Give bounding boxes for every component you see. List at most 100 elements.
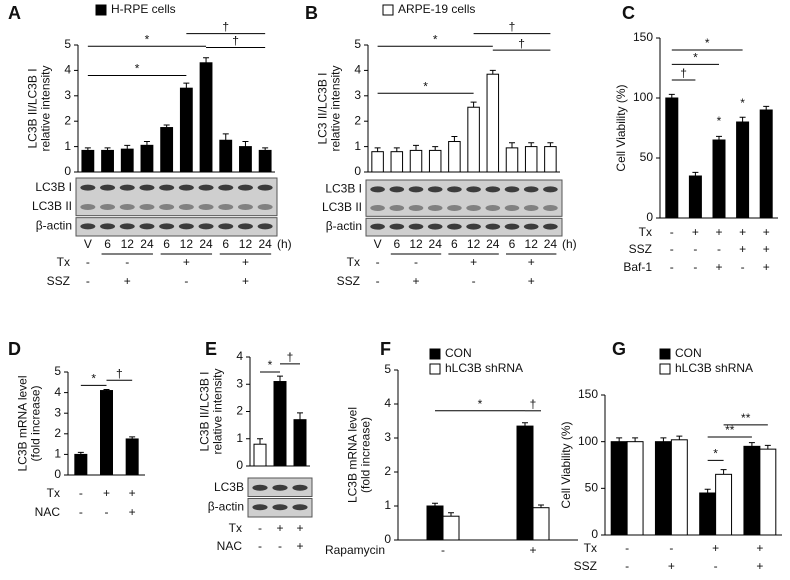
condition-value: + [296,539,303,553]
condition-value: - [714,559,718,573]
blot-band [178,184,194,191]
blot-band [139,223,155,230]
bar [532,507,550,541]
condition-value: + [183,255,190,269]
x-unit: (h) [562,237,577,251]
x-tick-label: 12 [121,237,135,251]
bar [100,390,113,476]
x-tick-label: 24 [140,237,154,251]
blot-label: β-actin [326,219,362,233]
blot-band [523,205,539,211]
significance-mark: † [680,66,687,80]
error-bar [104,147,111,151]
blot-band [427,186,443,193]
error-bar [616,437,623,442]
x-tick-label: 6 [509,237,516,251]
condition-label: Tx [229,521,242,535]
error-bar [432,146,439,151]
bar [179,87,193,173]
blot-band [80,204,96,210]
bar [426,505,444,541]
condition-value: - [741,260,745,274]
error-bar [739,116,746,122]
condition-value: - [693,260,697,274]
x-tick-label: + [529,543,536,557]
x-tick-label: 6 [163,237,170,251]
y-tick-label: 1 [64,139,71,153]
y-tick-label: 2 [384,464,391,478]
condition-label: SSZ [629,242,652,256]
bar [160,127,174,173]
condition-value: - [693,242,697,256]
condition-label: Tx [584,541,597,555]
condition-value: - [376,255,380,269]
condition-value: - [79,505,83,519]
error-bar [668,93,675,98]
blot-band [100,223,116,230]
x-tick-label: V [84,237,92,251]
blot-band [504,205,520,211]
condition-label: SSZ [337,274,360,288]
y-axis-label: Cell Viability (%) [559,421,573,508]
condition-value: - [376,274,380,288]
blot-image [75,177,278,217]
significance-mark: * [433,32,438,46]
error-bar [748,442,755,447]
bar [505,147,519,173]
blot-band [466,186,481,193]
bar [199,62,213,173]
bar [442,515,460,541]
significance-mark: * [268,358,273,372]
blot-band [292,504,308,511]
bar [715,473,733,536]
blot-label: LC3B II [32,199,72,213]
significance-mark: ** [741,411,751,425]
blot-band [370,205,385,211]
condition-value: + [756,541,763,555]
y-tick-label: 0 [54,467,61,481]
significance-mark: * [705,36,710,50]
condition-value: + [412,274,419,288]
condition-value: + [129,505,136,519]
condition-value: - [86,274,90,288]
y-tick-label: 4 [354,63,361,77]
error-bar [448,512,454,517]
significance-mark: † [222,20,229,34]
bar [712,139,726,219]
error-bar [183,82,190,89]
x-tick-label: 12 [467,237,481,251]
blot-image [365,217,563,237]
blot-band [159,184,175,191]
significance-mark: * [717,114,722,128]
condition-value: + [756,559,763,573]
x-tick-label: 24 [258,237,272,251]
blot-band [389,205,405,211]
blot-band [370,223,385,230]
y-tick-label: 2 [354,113,361,127]
legend-label: CON [675,346,702,360]
error-bar [374,147,381,152]
error-bar [262,147,269,151]
condition-value: + [763,225,770,239]
error-bar [242,141,249,147]
blot-band [178,223,194,230]
y-axis-label: LC3B mRNA level [16,375,30,471]
y-tick-label: 4 [384,396,391,410]
bar [524,146,538,173]
blot-label: LC3B II [322,200,362,214]
blot-band [257,184,273,191]
y-axis-label: (fold increase) [29,385,43,461]
significance-mark: † [509,20,516,34]
bar [544,146,557,173]
condition-value: - [670,225,674,239]
error-bar [84,147,91,151]
y-axis-label: Cell Viability (%) [614,84,628,171]
bar [409,149,423,173]
blot-band [139,184,155,191]
bar [293,419,307,467]
blot-band [389,223,405,230]
blot-band [119,204,135,210]
blot-band [466,205,481,211]
bar [390,151,404,173]
y-tick-label: 3 [236,376,243,390]
